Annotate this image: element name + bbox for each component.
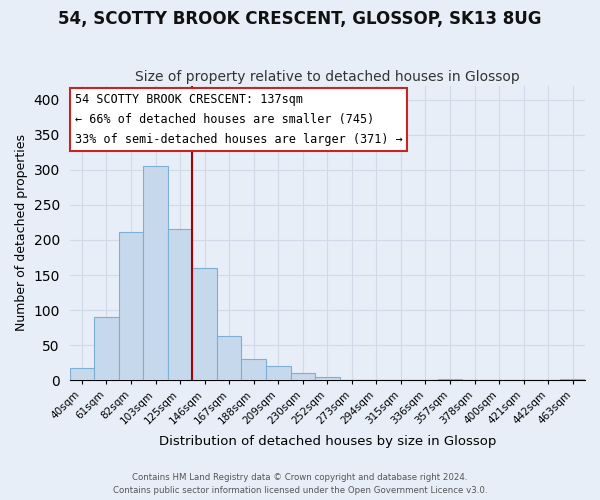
- Bar: [290, 374, 315, 380]
- Bar: [193, 268, 217, 380]
- Bar: [560, 379, 585, 380]
- Bar: [217, 336, 241, 380]
- Bar: [70, 368, 94, 380]
- Title: Size of property relative to detached houses in Glossop: Size of property relative to detached ho…: [135, 70, 520, 85]
- Text: 54, SCOTTY BROOK CRESCENT, GLOSSOP, SK13 8UG: 54, SCOTTY BROOK CRESCENT, GLOSSOP, SK13…: [58, 10, 542, 28]
- Y-axis label: Number of detached properties: Number of detached properties: [15, 134, 28, 332]
- Bar: [143, 166, 168, 380]
- Bar: [438, 379, 462, 380]
- Bar: [266, 366, 290, 380]
- Bar: [241, 358, 266, 380]
- Text: 54 SCOTTY BROOK CRESCENT: 137sqm
← 66% of detached houses are smaller (745)
33% : 54 SCOTTY BROOK CRESCENT: 137sqm ← 66% o…: [75, 93, 403, 146]
- Bar: [168, 230, 193, 380]
- Bar: [94, 317, 119, 380]
- Text: Contains HM Land Registry data © Crown copyright and database right 2024.
Contai: Contains HM Land Registry data © Crown c…: [113, 473, 487, 495]
- Bar: [119, 232, 143, 380]
- X-axis label: Distribution of detached houses by size in Glossop: Distribution of detached houses by size …: [158, 434, 496, 448]
- Bar: [315, 378, 340, 380]
